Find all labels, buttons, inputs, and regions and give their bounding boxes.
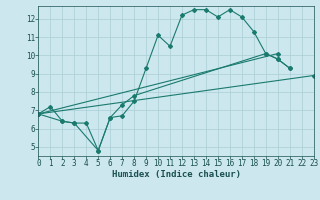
X-axis label: Humidex (Indice chaleur): Humidex (Indice chaleur) [111, 170, 241, 179]
